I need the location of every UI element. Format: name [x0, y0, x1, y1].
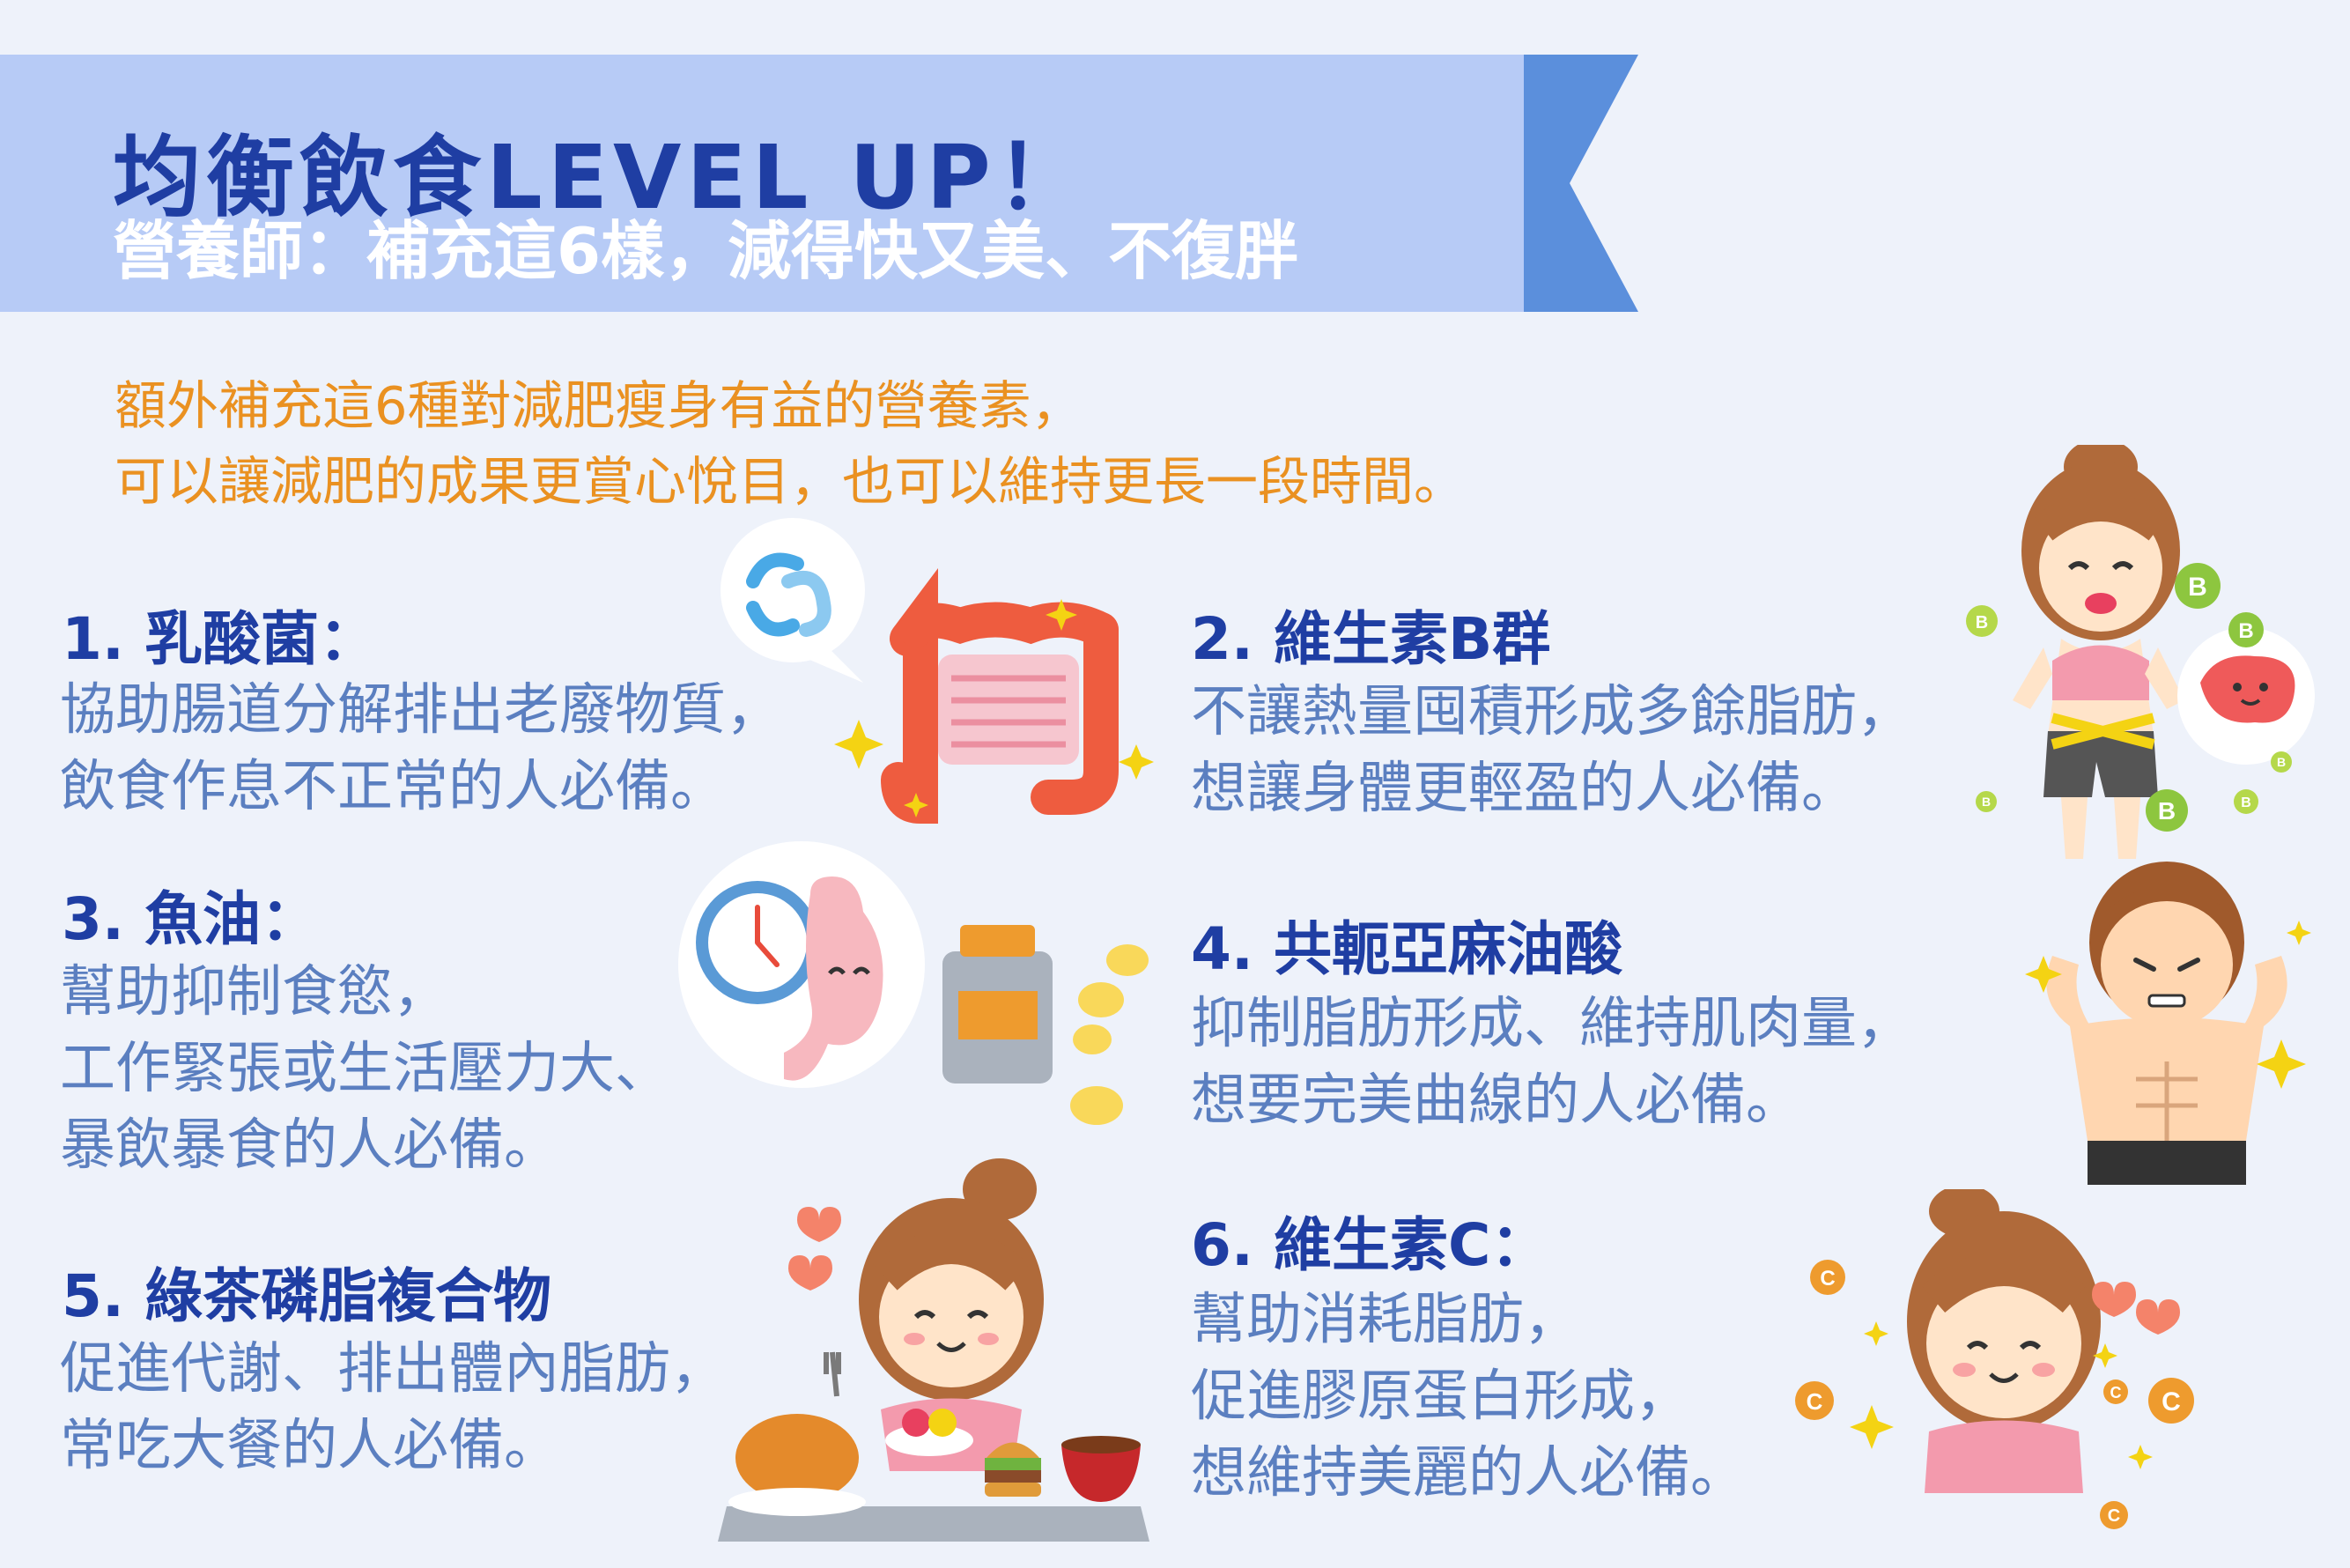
svg-text:B: B — [1982, 795, 1991, 809]
svg-text:C: C — [2110, 1384, 2122, 1402]
item-desc-line: 幫助抑制食慾， — [60, 959, 448, 1024]
item-desc-fish-oil: 幫助抑制食慾， 工作緊張或生活壓力大、 暴飲暴食的人必備。 — [60, 953, 670, 1183]
page-subtitle: 營養師：補充這6樣，減得快又美、不復胖 — [113, 214, 1299, 288]
item-desc-vitamin-b: 不讓熱量囤積形成多餘脂肪， 想讓身體更輕盈的人必備。 — [1191, 673, 1912, 826]
item-desc-cla: 抑制脂肪形成、維持肌肉量， 想要完美曲線的人必備。 — [1191, 985, 1912, 1138]
item-heading-cla: 4. 共軛亞麻油酸 — [1191, 915, 1622, 983]
item-desc-line: 協助腸道分解排出老廢物質， — [60, 677, 781, 742]
muscle-man-icon — [2025, 862, 2311, 1185]
item-heading-green-tea: 5. 綠茶磷脂複合物 — [62, 1262, 551, 1330]
svg-text:B: B — [2277, 755, 2286, 769]
item-heading-probiotics: 1. 乳酸菌： — [62, 605, 377, 673]
svg-text:B: B — [2238, 619, 2253, 643]
item-desc-probiotics: 協助腸道分解排出老廢物質， 飲食作息不正常的人必備。 — [60, 671, 781, 825]
item-desc-line: 想要完美曲線的人必備。 — [1191, 1068, 1801, 1132]
stomach-fish-oil-icon — [678, 841, 1149, 1125]
item-desc-line: 促進代謝、排出體內脂肪， — [60, 1336, 726, 1401]
svg-text:C: C — [1820, 1267, 1835, 1291]
intro-line: 額外補充這6種對減肥瘦身有益的營養素， — [115, 375, 1083, 436]
item-desc-line: 幫助消耗脂肪， — [1191, 1287, 1579, 1351]
title-banner — [0, 55, 1524, 312]
intro-text: 額外補充這6種對減肥瘦身有益的營養素， 可以讓減肥的成果更賞心悅目，也可以維持更… — [115, 368, 1788, 520]
woman-eating-feast-icon — [718, 1158, 1149, 1542]
item-desc-vitamin-c: 幫助消耗脂肪， 促進膠原蛋白形成， 想維持美麗的人必備。 — [1191, 1281, 1746, 1511]
item-desc-line: 抑制脂肪形成、維持肌肉量， — [1191, 991, 1912, 1055]
svg-text:C: C — [2162, 1387, 2181, 1416]
item-heading-vitamin-b: 2. 維生素B群 — [1191, 605, 1551, 673]
svg-text:B: B — [2241, 795, 2251, 810]
item-desc-line: 工作緊張或生活壓力大、 — [60, 1036, 670, 1100]
item-desc-line: 飲食作息不正常的人必備。 — [60, 754, 726, 818]
item-heading-fish-oil: 3. 魚油： — [62, 885, 319, 953]
intestine-bacteria-icon — [721, 518, 1154, 825]
item-desc-line: 想讓身體更輕盈的人必備。 — [1191, 756, 1857, 820]
page-title: 均衡飲食LEVEL UP！ — [113, 126, 1090, 229]
svg-text:B: B — [2188, 573, 2207, 602]
woman-vitamin-b-icon: B B B B B B B — [1966, 445, 2315, 859]
svg-text:C: C — [1807, 1388, 1823, 1415]
intro-line: 可以讓減肥的成果更賞心悅目，也可以維持更長一段時間。 — [115, 451, 1467, 512]
item-desc-green-tea: 促進代謝、排出體內脂肪， 常吃大餐的人必備。 — [60, 1330, 726, 1483]
svg-text:C: C — [2108, 1506, 2120, 1526]
item-desc-line: 常吃大餐的人必備。 — [60, 1413, 559, 1477]
item-desc-line: 促進膠原蛋白形成， — [1191, 1364, 1690, 1428]
item-heading-vitamin-c: 6. 維生素C： — [1191, 1211, 1549, 1279]
item-desc-line: 暴飲暴食的人必備。 — [60, 1113, 559, 1177]
woman-vitamin-c-icon: C C C C C — [1795, 1189, 2194, 1529]
svg-text:B: B — [2158, 797, 2176, 825]
item-desc-line: 想維持美麗的人必備。 — [1191, 1440, 1746, 1505]
svg-text:B: B — [1976, 613, 1988, 632]
ribbon-tail — [1524, 55, 1638, 312]
item-desc-line: 不讓熱量囤積形成多餘脂肪， — [1191, 679, 1912, 743]
